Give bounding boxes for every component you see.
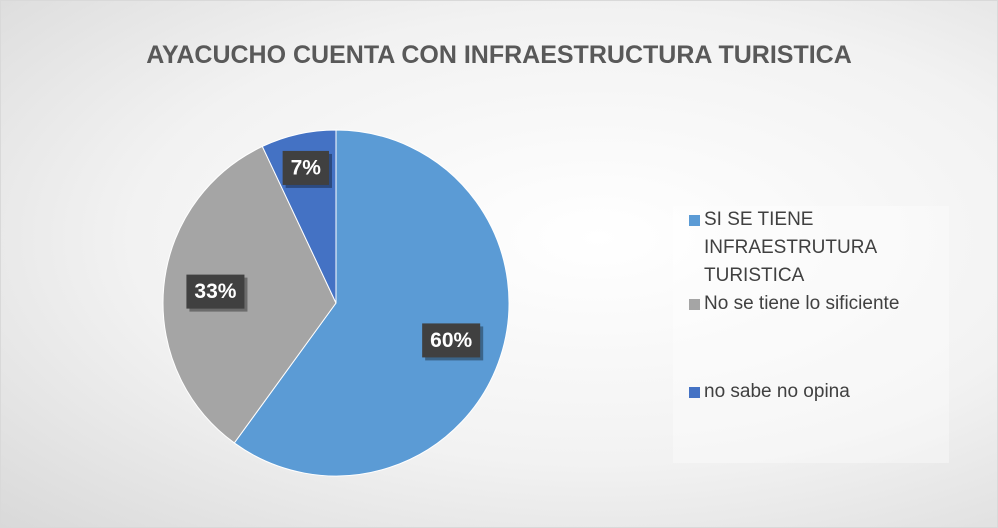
data-label-box: [186, 274, 245, 309]
legend: SI SE TIENE INFRAESTRUTURA TURISTICA No s…: [673, 206, 949, 463]
data-label-text: 33%: [194, 280, 236, 303]
data-label-text: 7%: [291, 156, 322, 179]
data-label: 33%: [186, 274, 248, 312]
pie-slice: [162, 145, 337, 444]
data-label-text: 60%: [430, 329, 472, 352]
legend-swatch: [689, 299, 700, 310]
data-label-box: [422, 323, 481, 358]
legend-label: SI SE TIENE INFRAESTRUTURA TURISTICA: [704, 209, 877, 286]
chart-title: AYACUCHO CUENTA CON INFRAESTRUCTURA TURI…: [146, 41, 852, 69]
legend-entry: no sabe no opina: [689, 378, 934, 406]
data-label: 60%: [422, 323, 484, 361]
legend-swatch: [689, 387, 700, 398]
legend-label: No se tiene lo sificiente: [704, 293, 900, 314]
legend-label: no sabe no opina: [704, 381, 850, 402]
legend-entry: SI SE TIENE INFRAESTRUTURA TURISTICA: [689, 206, 934, 290]
data-label-box: [282, 150, 329, 185]
legend-swatch: [689, 215, 700, 226]
legend-entry: No se tiene lo sificiente: [689, 290, 934, 318]
data-label: 7%: [282, 150, 332, 188]
pie-slice: [233, 129, 510, 477]
